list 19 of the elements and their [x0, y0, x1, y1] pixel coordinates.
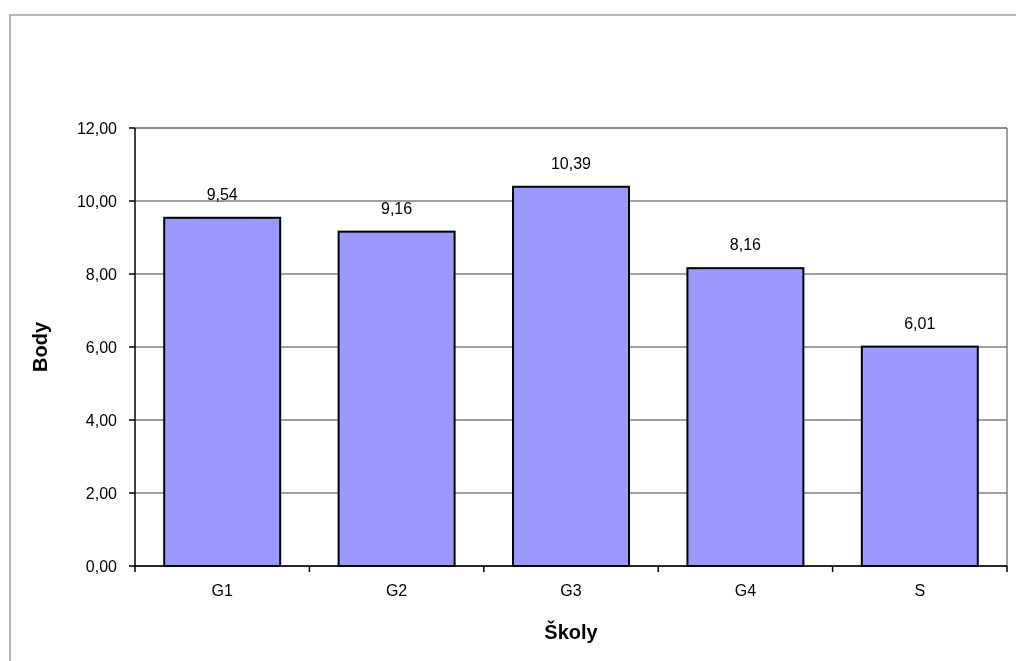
- data-label: 9,54: [206, 185, 238, 203]
- y-tick-label: 8,00: [85, 265, 118, 283]
- x-tick-label: G4: [734, 582, 757, 599]
- x-axis-title: Školy: [544, 620, 599, 643]
- y-tick-label: 12,00: [76, 119, 118, 137]
- y-tick-label: 4,00: [85, 411, 118, 429]
- y-tick-label: 0,00: [85, 557, 118, 575]
- y-tick-label: 6,00: [85, 338, 118, 356]
- y-tick-label: 2,00: [85, 484, 118, 502]
- data-label: 10,39: [550, 154, 592, 172]
- x-tick-label: G2: [385, 582, 408, 599]
- data-label: 9,16: [381, 199, 413, 217]
- data-label: 6,01: [904, 314, 936, 332]
- x-tick-label: G3: [560, 582, 582, 599]
- x-tick-label: G1: [211, 582, 233, 599]
- x-tick-label: S: [914, 582, 926, 599]
- data-label: 8,16: [729, 236, 762, 254]
- y-tick-label: 10,00: [76, 192, 118, 210]
- y-axis-title: Body: [29, 321, 51, 372]
